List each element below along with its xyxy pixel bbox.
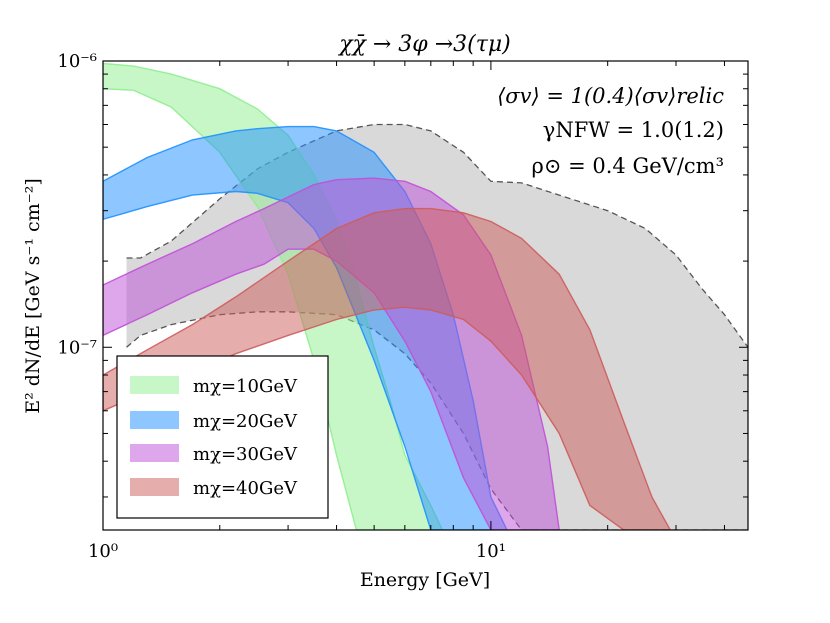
x-axis-label: Energy [GeV]	[360, 569, 490, 591]
observed-band-upper-edge	[126, 123, 748, 348]
annotation-local-density: ρ⊙ = 0.4 GeV/cm³	[532, 154, 725, 178]
legend-swatch-40gev	[130, 478, 179, 496]
x-tick-label: 10¹	[476, 541, 506, 562]
chart-title: χχ̄ → 3φ →3(τμ)	[337, 32, 511, 57]
data-layer	[103, 62, 748, 530]
legend-swatch-20gev	[130, 411, 179, 429]
annotation-cross-section: ⟨σv⟩ = 1(0.4)⟨σv⟩relic	[497, 84, 724, 108]
annotation-profile: γNFW = 1.0(1.2)	[543, 118, 724, 142]
plot-frame	[102, 60, 749, 531]
y-tick-label: 10⁻⁶	[57, 51, 97, 72]
x-tick-label: 10⁰	[88, 541, 118, 562]
legend-label-40gev: mχ=40GeV	[193, 478, 298, 499]
y-axis-label: E² dN/dE [GeV s⁻¹ cm⁻²]	[22, 178, 44, 414]
legend-swatch-10gev	[130, 376, 179, 394]
y-tick-label: 10⁻⁷	[57, 337, 97, 358]
legend-label-30gev: mχ=30GeV	[193, 444, 298, 465]
legend-swatch-30gev	[130, 444, 179, 462]
legend-label-10gev: mχ=10GeV	[193, 376, 298, 397]
band-40gev	[103, 207, 672, 530]
legend: mχ=10GeV mχ=20GeV mχ=30GeV mχ=40GeV	[116, 355, 329, 519]
axis-ticks: 10⁰ 10¹ 10⁻⁶ 10⁻⁷	[57, 51, 748, 562]
legend-label-20gev: mχ=20GeV	[193, 411, 298, 432]
